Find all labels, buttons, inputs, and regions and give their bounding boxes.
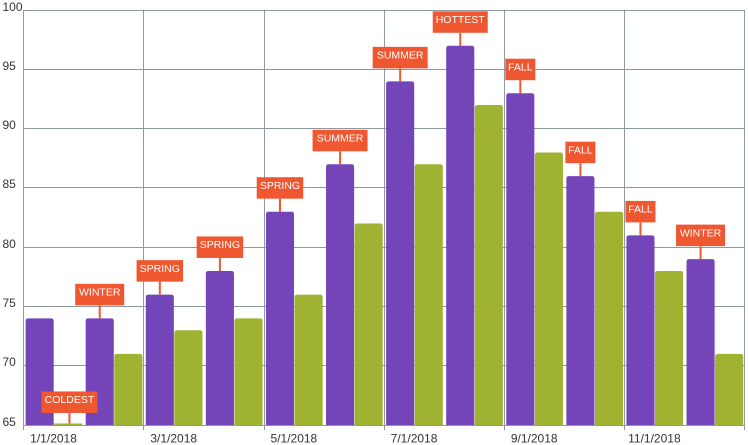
svg-text:80: 80: [3, 237, 17, 251]
svg-text:95: 95: [3, 59, 17, 73]
svg-text:WINTER: WINTER: [680, 227, 722, 239]
svg-text:FALL: FALL: [568, 144, 593, 156]
svg-text:WINTER: WINTER: [79, 287, 121, 299]
svg-text:SUMMER: SUMMER: [377, 50, 424, 62]
svg-text:3/1/2018: 3/1/2018: [150, 431, 197, 445]
svg-text:9/1/2018: 9/1/2018: [511, 431, 558, 445]
svg-text:FALL: FALL: [628, 204, 653, 216]
svg-text:90: 90: [3, 118, 17, 132]
svg-text:5/1/2018: 5/1/2018: [271, 431, 318, 445]
svg-text:SUMMER: SUMMER: [317, 133, 364, 145]
svg-text:HOTTEST: HOTTEST: [436, 14, 486, 26]
svg-text:100: 100: [3, 0, 23, 14]
svg-text:SPRING: SPRING: [140, 263, 180, 275]
svg-text:FALL: FALL: [508, 61, 533, 73]
svg-text:7/1/2018: 7/1/2018: [391, 431, 438, 445]
svg-text:SPRING: SPRING: [200, 239, 240, 251]
svg-text:COLDEST: COLDEST: [45, 394, 95, 406]
svg-text:SPRING: SPRING: [260, 180, 300, 192]
svg-text:65: 65: [3, 415, 17, 429]
svg-text:1/1/2018: 1/1/2018: [30, 431, 77, 445]
svg-text:70: 70: [3, 355, 17, 369]
svg-text:11/1/2018: 11/1/2018: [628, 431, 681, 445]
svg-text:75: 75: [3, 296, 17, 310]
svg-text:85: 85: [3, 177, 17, 191]
